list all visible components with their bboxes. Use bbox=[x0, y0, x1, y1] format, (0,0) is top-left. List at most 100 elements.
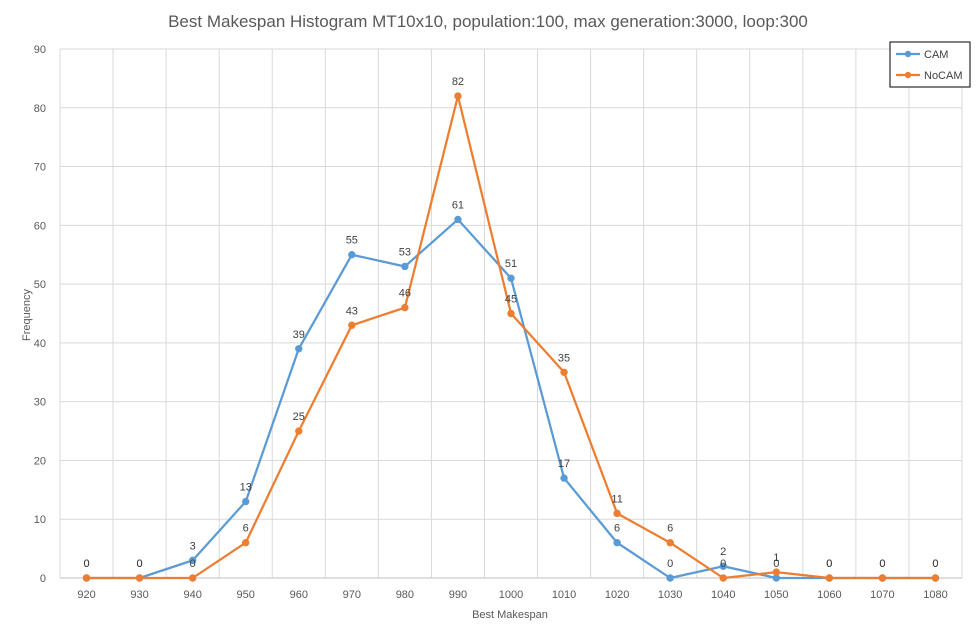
data-point-nocam bbox=[242, 539, 250, 547]
x-tick-label: 950 bbox=[237, 589, 255, 601]
x-tick-label: 990 bbox=[449, 589, 467, 601]
data-point-nocam bbox=[719, 574, 727, 582]
series-layer bbox=[82, 92, 940, 582]
data-label-nocam: 6 bbox=[243, 523, 249, 535]
x-tick-label: 1060 bbox=[817, 589, 841, 601]
data-point-nocam bbox=[931, 574, 940, 582]
data-label-cam: 17 bbox=[558, 458, 570, 470]
y-tick-label: 0 bbox=[40, 573, 46, 585]
data-point-nocam bbox=[295, 427, 303, 435]
x-tick-label: 1080 bbox=[923, 589, 947, 601]
data-point-cam bbox=[188, 556, 197, 565]
data-point-cam bbox=[613, 539, 621, 547]
data-point-cam bbox=[507, 274, 515, 282]
data-point-cam bbox=[348, 251, 356, 259]
legend-box bbox=[889, 41, 971, 88]
x-tick-label: 940 bbox=[183, 589, 201, 601]
data-point-cam bbox=[666, 574, 674, 582]
y-axis-label: Frequency bbox=[21, 289, 33, 341]
y-tick-label: 80 bbox=[34, 103, 46, 115]
data-label-cam: 53 bbox=[399, 246, 411, 258]
data-point-nocam bbox=[454, 92, 462, 100]
data-label-nocam: 25 bbox=[293, 411, 305, 423]
grid-lines bbox=[59, 48, 963, 579]
x-tick-label: 1030 bbox=[658, 589, 682, 601]
y-tick-label: 10 bbox=[34, 514, 46, 526]
data-label-cam: 0 bbox=[667, 558, 673, 570]
data-point-nocam bbox=[401, 303, 409, 312]
legend-label: NoCAM bbox=[924, 70, 963, 82]
data-label-cam: 55 bbox=[346, 235, 358, 247]
data-point-cam bbox=[295, 345, 303, 353]
data-label-nocam: 0 bbox=[83, 558, 89, 570]
x-tick-label: 1020 bbox=[605, 589, 629, 601]
x-tick-label: 930 bbox=[130, 589, 148, 601]
data-label-nocam: 6 bbox=[667, 523, 673, 535]
data-label-cam: 0 bbox=[879, 558, 885, 570]
data-point-cam bbox=[242, 497, 250, 506]
y-tick-label: 70 bbox=[34, 162, 46, 174]
x-tick-label: 1050 bbox=[764, 589, 788, 601]
data-point-nocam bbox=[82, 574, 91, 582]
data-point-nocam bbox=[825, 574, 834, 582]
data-label-nocam: 11 bbox=[611, 493, 622, 505]
data-label-nocam: 0 bbox=[932, 558, 938, 570]
data-label-nocam: 46 bbox=[399, 288, 411, 300]
data-label-nocam: 35 bbox=[558, 352, 570, 364]
data-label-nocam: 45 bbox=[505, 294, 517, 306]
chart-title: Best Makespan Histogram MT10x10, populat… bbox=[168, 12, 808, 31]
y-tick-label: 20 bbox=[34, 455, 46, 467]
y-tick-label: 60 bbox=[34, 220, 46, 232]
data-point-cam bbox=[719, 562, 727, 570]
data-label-cam: 0 bbox=[83, 558, 89, 570]
data-point-nocam bbox=[613, 509, 621, 518]
data-label-nocam: 0 bbox=[720, 558, 726, 570]
series-cam bbox=[82, 215, 940, 582]
x-tick-label: 1000 bbox=[499, 589, 523, 601]
data-point-cam bbox=[401, 262, 409, 271]
data-label-cam: 0 bbox=[826, 558, 832, 570]
legend-item-nocam: NoCAM bbox=[896, 70, 963, 82]
data-point-nocam bbox=[878, 574, 887, 582]
legend-marker-icon bbox=[904, 71, 912, 79]
data-label-nocam: 43 bbox=[346, 305, 358, 317]
x-axis-label: Best Makespan bbox=[472, 609, 548, 621]
data-label-cam: 2 bbox=[720, 546, 726, 558]
y-tick-label: 30 bbox=[34, 397, 46, 409]
series-line-cam bbox=[86, 218, 936, 580]
data-point-nocam bbox=[507, 309, 515, 318]
x-tick-label: 1070 bbox=[870, 589, 894, 601]
data-label-nocam: 0 bbox=[190, 558, 196, 570]
data-point-nocam bbox=[666, 539, 674, 547]
y-tick-label: 40 bbox=[34, 338, 46, 350]
legend-label: CAM bbox=[924, 49, 948, 61]
legend: CAM NoCAM bbox=[889, 41, 971, 88]
data-point-nocam bbox=[188, 574, 197, 582]
data-label-cam: 51 bbox=[505, 258, 517, 270]
data-point-cam bbox=[560, 474, 568, 482]
data-point-nocam bbox=[560, 368, 568, 376]
data-point-nocam bbox=[348, 321, 356, 329]
data-label-cam: 13 bbox=[240, 482, 252, 494]
x-tick-label: 1010 bbox=[552, 589, 576, 601]
data-label-cam: 3 bbox=[190, 540, 196, 552]
x-tick-label: 960 bbox=[290, 589, 308, 601]
legend-marker-icon bbox=[904, 50, 912, 58]
data-label-nocam: 1 bbox=[773, 552, 779, 564]
data-label-cam: 0 bbox=[773, 558, 779, 570]
data-point-nocam bbox=[135, 574, 144, 582]
data-label-nocam: 0 bbox=[137, 558, 143, 570]
legend-item-cam: CAM bbox=[896, 49, 948, 61]
data-label-nocam: 82 bbox=[452, 76, 464, 88]
data-point-cam bbox=[454, 215, 462, 224]
data-label-cam: 0 bbox=[137, 558, 143, 570]
data-label-cam: 6 bbox=[614, 523, 620, 535]
data-label-nocam: 0 bbox=[826, 558, 832, 570]
series-line-nocam bbox=[86, 94, 936, 580]
data-label-cam: 61 bbox=[452, 199, 464, 211]
series-nocam bbox=[82, 92, 940, 582]
y-tick-label: 50 bbox=[34, 279, 46, 291]
